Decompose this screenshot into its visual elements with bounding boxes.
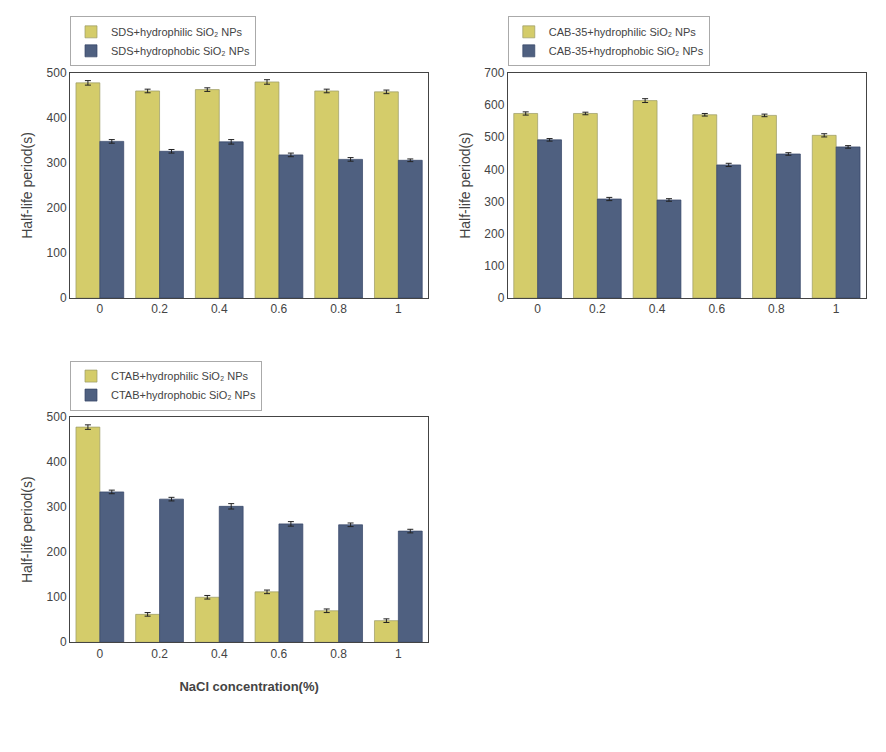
svg-text:400: 400 [47,455,67,469]
svg-text:0.6: 0.6 [708,302,725,316]
svg-text:CAB-35+hydrophilic SiO₂ NPs: CAB-35+hydrophilic SiO₂ NPs [549,26,697,38]
svg-text:0.8: 0.8 [330,302,347,316]
svg-text:0.2: 0.2 [151,647,168,661]
svg-text:0.8: 0.8 [330,647,347,661]
svg-text:100: 100 [47,590,67,604]
svg-text:1: 1 [395,302,402,316]
svg-text:0.4: 0.4 [211,647,228,661]
svg-text:300: 300 [47,156,67,170]
svg-text:200: 200 [47,545,67,559]
svg-text:0: 0 [97,302,104,316]
svg-text:500: 500 [47,410,67,424]
svg-text:NaCl concentration(%): NaCl concentration(%) [179,679,318,694]
svg-text:300: 300 [484,195,504,209]
svg-text:0: 0 [97,647,104,661]
svg-text:400: 400 [484,163,504,177]
svg-text:400: 400 [47,111,67,125]
svg-text:0.8: 0.8 [768,302,785,316]
svg-text:0: 0 [60,635,67,649]
svg-text:Half-life period(s): Half-life period(s) [457,132,473,239]
svg-text:0.2: 0.2 [151,302,168,316]
svg-text:0.4: 0.4 [211,302,228,316]
svg-text:1: 1 [833,302,840,316]
svg-text:700: 700 [484,66,504,80]
svg-text:0: 0 [534,302,541,316]
svg-text:500: 500 [47,66,67,80]
svg-text:0: 0 [498,291,505,305]
svg-text:Half-life period(s): Half-life period(s) [19,132,35,239]
svg-text:200: 200 [47,201,67,215]
svg-text:1: 1 [395,647,402,661]
svg-text:SDS+hydrophilic SiO₂ NPs: SDS+hydrophilic SiO₂ NPs [111,26,243,38]
svg-text:Half-life period(s): Half-life period(s) [19,476,35,583]
svg-text:0.6: 0.6 [271,647,288,661]
svg-text:CAB-35+hydrophobic SiO₂ NPs: CAB-35+hydrophobic SiO₂ NPs [549,45,704,57]
svg-text:200: 200 [484,227,504,241]
svg-text:0: 0 [60,291,67,305]
svg-text:0.2: 0.2 [589,302,606,316]
svg-text:SDS+hydrophobic SiO₂ NPs: SDS+hydrophobic SiO₂ NPs [111,45,250,57]
svg-text:300: 300 [47,500,67,514]
svg-text:CTAB+hydrophilic SiO₂ NPs: CTAB+hydrophilic SiO₂ NPs [111,370,249,382]
svg-text:100: 100 [484,259,504,273]
svg-text:600: 600 [484,98,504,112]
svg-text:100: 100 [47,246,67,260]
svg-text:CTAB+hydrophobic SiO₂ NPs: CTAB+hydrophobic SiO₂ NPs [111,389,256,401]
svg-text:0.6: 0.6 [271,302,288,316]
svg-text:500: 500 [484,130,504,144]
svg-text:0.4: 0.4 [649,302,666,316]
